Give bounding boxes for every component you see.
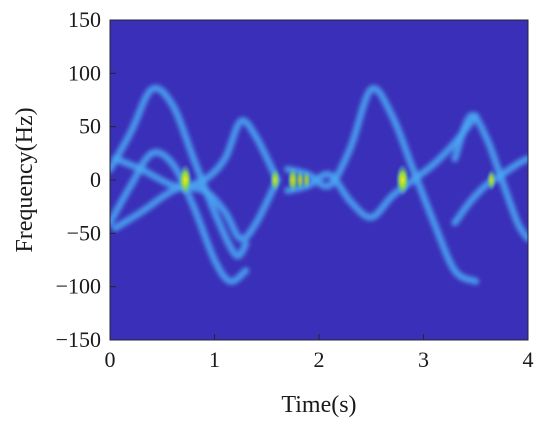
- x-tick-label: 3: [418, 347, 429, 372]
- ridge-curve-3: [111, 117, 281, 232]
- ridge-curve-4: [111, 155, 281, 243]
- x-tick-label: 0: [105, 347, 116, 372]
- ridge-curve-7: [451, 111, 528, 243]
- x-tick-label: 4: [523, 347, 534, 372]
- y-tick-label: 150: [68, 7, 101, 32]
- y-tick-label: −100: [56, 274, 101, 299]
- hotspot-5: [302, 170, 311, 190]
- x-axis-label: Time(s): [281, 392, 356, 418]
- y-tick-label: 50: [79, 114, 101, 139]
- y-tick-label: −150: [56, 327, 101, 352]
- hotspot-7: [486, 169, 497, 191]
- ridge-curve-5: [284, 84, 480, 285]
- x-tick-label: 2: [314, 347, 325, 372]
- hotspot-1: [178, 164, 193, 196]
- hotspot-4: [295, 169, 305, 191]
- y-axis: 150 100 50 0 −50 −100 −150: [56, 7, 116, 352]
- hotspot-layer: [178, 164, 497, 196]
- hotspot-2: [269, 168, 281, 192]
- x-tick-label: 1: [209, 347, 220, 372]
- y-tick-label: 0: [90, 167, 101, 192]
- ridge-curve-6: [284, 112, 480, 221]
- hotspot-3: [287, 167, 299, 193]
- hotspot-6: [395, 164, 410, 196]
- y-tick-label: −50: [67, 220, 101, 245]
- ridge-curve-1: [110, 84, 250, 260]
- y-tick-label: 100: [68, 60, 101, 85]
- y-axis-label: Frequency(Hz): [12, 107, 38, 252]
- x-axis: 0 1 2 3 4: [105, 334, 534, 372]
